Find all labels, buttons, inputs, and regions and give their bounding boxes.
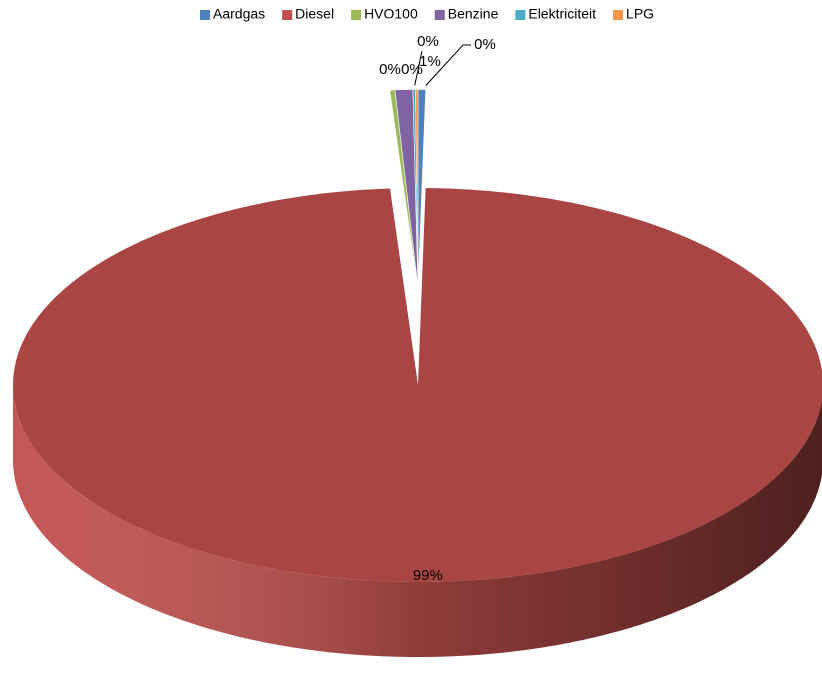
- data-label: 1%: [419, 53, 441, 70]
- data-label: 0%: [417, 33, 439, 50]
- slice-side-shade: [13, 385, 822, 657]
- pie: [13, 89, 822, 657]
- legend-swatch: [434, 10, 445, 20]
- leader-line: [414, 50, 423, 86]
- data-label: 0%: [379, 61, 401, 78]
- legend-swatch: [282, 10, 293, 20]
- slice: [13, 188, 822, 582]
- legend-label: Elektriciteit: [528, 6, 596, 22]
- data-label: 0%: [474, 36, 496, 53]
- legend: Aardgas Diesel HVO100 Benzine Elektriciteit L…: [200, 6, 654, 22]
- data-label: 99%: [413, 567, 443, 584]
- legend-swatch: [613, 10, 624, 20]
- legend-label: Aardgas: [213, 6, 265, 22]
- slice: [415, 89, 419, 287]
- legend-swatch: [200, 10, 210, 20]
- legend-label: Benzine: [448, 6, 499, 22]
- legend-swatch: [515, 10, 526, 20]
- legend-label: LPG: [626, 6, 654, 22]
- legend-label: Diesel: [295, 6, 334, 22]
- leader-line: [425, 44, 471, 86]
- legend-swatch: [351, 10, 362, 20]
- legend-label: HVO100: [364, 6, 418, 22]
- data-labels: 0%99%0% 1%0%0%: [379, 33, 496, 584]
